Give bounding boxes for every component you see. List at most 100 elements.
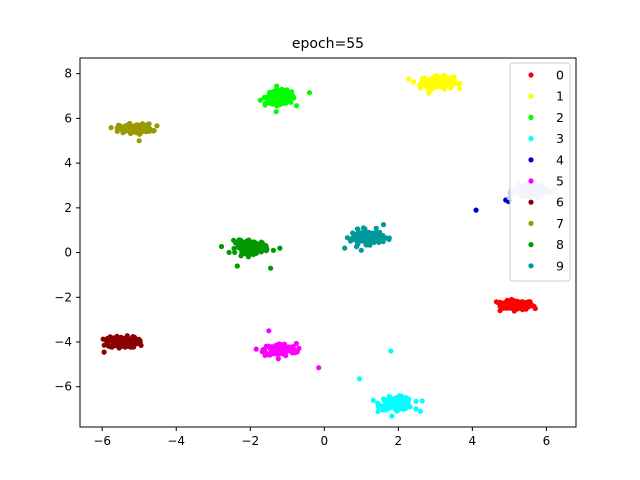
data-point <box>344 235 350 241</box>
data-point <box>370 236 376 242</box>
chart-title: epoch=55 <box>292 36 364 52</box>
data-point <box>123 125 130 131</box>
data-point <box>399 404 405 410</box>
x-tick-label: −4 <box>167 434 185 448</box>
data-point <box>392 395 398 401</box>
data-point <box>271 92 277 98</box>
data-point <box>418 81 424 87</box>
data-point <box>363 230 369 236</box>
data-point <box>257 243 263 249</box>
data-point <box>245 242 252 248</box>
data-point <box>136 336 142 342</box>
data-point <box>411 79 417 85</box>
data-point <box>448 85 454 91</box>
data-point <box>376 230 382 236</box>
data-point <box>105 335 111 341</box>
data-point <box>473 207 479 213</box>
data-point <box>276 341 282 347</box>
data-point <box>294 349 300 355</box>
data-point <box>117 124 123 131</box>
data-point <box>101 349 107 355</box>
x-tick-label: 2 <box>395 434 403 448</box>
data-point <box>293 340 299 347</box>
data-point <box>389 413 395 419</box>
data-point <box>290 344 296 350</box>
data-point <box>154 123 160 129</box>
series-9-points <box>342 222 392 253</box>
y-tick-label: 8 <box>64 67 72 81</box>
data-point <box>231 245 237 252</box>
legend-label: 2 <box>556 110 564 125</box>
data-point <box>231 237 237 243</box>
data-point <box>406 76 412 82</box>
data-point <box>287 89 293 95</box>
data-point <box>114 128 120 134</box>
legend-label: 3 <box>556 131 564 146</box>
y-tick-label: −2 <box>54 290 72 304</box>
series-7-points <box>108 120 160 144</box>
data-point <box>125 339 131 346</box>
series-8-points <box>218 237 283 271</box>
data-point <box>271 88 277 94</box>
x-tick-label: −2 <box>241 434 259 448</box>
data-point <box>101 342 107 348</box>
y-tick-label: 4 <box>64 156 72 170</box>
series-1-points <box>406 72 463 96</box>
series-0-points <box>493 296 538 314</box>
data-point <box>130 334 136 340</box>
data-point <box>116 345 122 351</box>
legend-label: 4 <box>556 152 564 167</box>
data-point <box>392 406 398 412</box>
data-point <box>277 245 283 251</box>
data-point <box>235 241 241 247</box>
data-point <box>138 342 144 348</box>
data-point <box>430 83 436 89</box>
data-point <box>383 235 389 241</box>
data-point <box>108 125 114 131</box>
legend-box <box>509 62 571 282</box>
legend: 0 1 2 3 4 5 6 7 8 9 <box>509 62 571 282</box>
data-point <box>360 225 367 231</box>
data-point <box>384 406 390 412</box>
legend-marker <box>528 178 534 184</box>
data-point <box>266 328 272 334</box>
data-point <box>266 93 272 99</box>
data-point <box>367 242 373 248</box>
data-point <box>375 408 381 415</box>
data-point <box>426 90 432 96</box>
data-point <box>342 245 348 251</box>
data-point <box>413 406 419 412</box>
data-point <box>270 247 276 253</box>
data-point <box>277 347 283 353</box>
data-point <box>356 376 363 382</box>
data-point <box>316 365 322 371</box>
data-point <box>381 396 387 402</box>
data-point <box>279 90 285 96</box>
data-point <box>268 265 274 271</box>
data-point <box>388 401 394 407</box>
y-tick-label: 0 <box>64 246 72 260</box>
data-point <box>256 247 262 253</box>
x-tick-label: 4 <box>469 434 477 448</box>
data-point <box>232 249 238 255</box>
data-point <box>275 356 281 362</box>
data-point <box>288 99 294 105</box>
legend-marker <box>528 220 534 226</box>
data-point <box>520 301 526 307</box>
data-point <box>234 263 240 269</box>
data-point <box>257 97 263 103</box>
y-tick-label: 6 <box>64 111 72 125</box>
data-point <box>512 300 518 306</box>
data-point <box>398 398 404 404</box>
legend-marker <box>528 114 534 120</box>
data-point <box>354 226 360 232</box>
data-point <box>524 301 531 307</box>
legend-label: 1 <box>556 89 564 104</box>
series-2-points <box>257 83 313 115</box>
data-point <box>128 126 134 132</box>
x-tick-label: 0 <box>320 434 328 448</box>
data-point <box>435 83 441 90</box>
data-point <box>145 121 152 127</box>
data-point <box>242 249 248 255</box>
